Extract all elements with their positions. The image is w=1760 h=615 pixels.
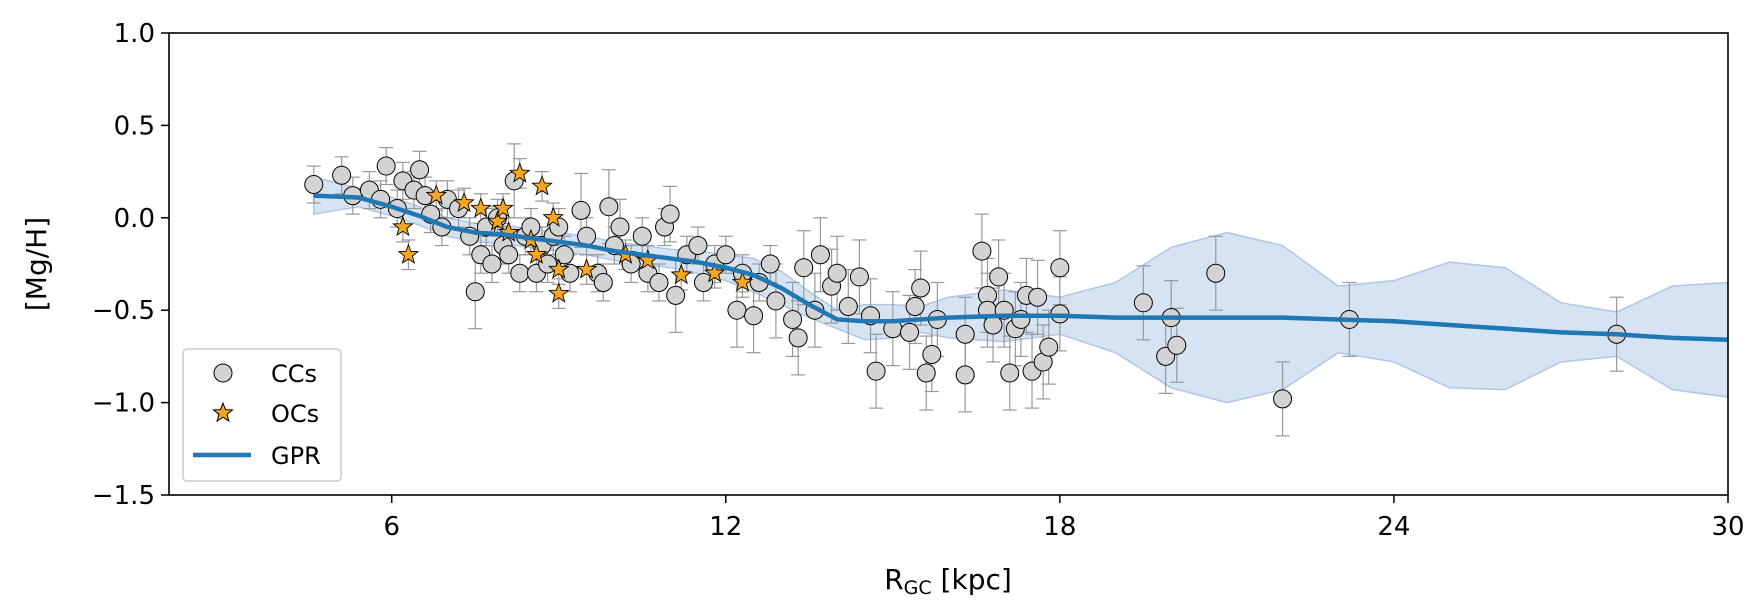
oc-point — [548, 258, 570, 279]
gpr-line-layer — [313, 193, 1728, 343]
cc-point — [905, 297, 925, 317]
cc-point — [332, 165, 352, 185]
cc-point — [727, 300, 747, 320]
y-tick-label: 0.0 — [114, 204, 155, 234]
oc-point — [492, 197, 514, 218]
cc-point — [827, 263, 847, 283]
cc-point — [632, 226, 652, 246]
y-tick-label: 0.5 — [114, 111, 155, 141]
cc-point — [766, 291, 786, 311]
x-axis-ticks: 6 12 18 24 30 — [383, 495, 1745, 542]
oc-point — [703, 261, 726, 283]
cc-point — [916, 363, 936, 383]
cc-point — [972, 241, 992, 261]
cc-point — [849, 267, 869, 287]
cc-point — [694, 272, 714, 292]
cc-point — [649, 272, 669, 292]
gpr-line — [313, 193, 1728, 343]
legend: CCs OCs GPR — [182, 348, 342, 482]
cc-point — [376, 156, 396, 176]
cc-point — [794, 258, 814, 278]
legend-oc-marker — [212, 401, 234, 423]
cc-point — [610, 217, 630, 237]
cc-point — [760, 254, 780, 274]
oc-point — [470, 197, 492, 218]
cc-point — [810, 245, 830, 265]
cc-point — [1206, 263, 1226, 283]
cc-point — [1133, 293, 1153, 313]
cc-point — [482, 254, 502, 274]
oc-point — [575, 258, 598, 279]
legend-gpr-label: GPR — [271, 442, 321, 470]
cc-point — [510, 263, 530, 283]
cc-point — [955, 365, 975, 385]
y-axis-ticks: 1.0 0.5 0.0 −0.5 −1.0 −1.5 — [92, 19, 169, 511]
cc-point — [1039, 337, 1059, 357]
x-axis-label: RGC [kpc] — [884, 563, 1012, 599]
y-tick-label: −0.5 — [92, 296, 155, 326]
cc-point — [744, 306, 764, 326]
cc-point — [866, 361, 886, 381]
x-tick-label: 12 — [709, 512, 742, 542]
oc-point — [453, 191, 475, 213]
cc-point — [688, 236, 708, 256]
cc-point — [599, 197, 619, 217]
y-tick-label: 1.0 — [114, 19, 155, 49]
cc-point — [788, 328, 808, 348]
y-axis-label: [Mg/H] — [20, 217, 53, 311]
cc-point — [571, 200, 591, 220]
oc-point — [548, 282, 570, 303]
cc-point — [1000, 363, 1020, 383]
cc-point — [989, 267, 1009, 287]
cc-point — [783, 309, 803, 329]
cc-point — [716, 245, 736, 265]
cc-point — [1167, 335, 1187, 355]
cc-point — [838, 297, 858, 317]
legend-cc-label: CCs — [271, 360, 317, 388]
cc-point — [465, 282, 485, 302]
oc-point — [542, 206, 564, 227]
cc-point — [554, 245, 574, 265]
legend-oc-label: OCs — [271, 400, 319, 428]
cc-point — [922, 345, 942, 365]
y-tick-label: −1.5 — [92, 481, 155, 511]
x-tick-label: 24 — [1377, 512, 1410, 542]
x-tick-label: 18 — [1043, 512, 1076, 542]
cc-point — [660, 204, 680, 224]
legend-cc-marker — [213, 363, 233, 383]
cc-point — [955, 324, 975, 344]
cc-point — [593, 272, 613, 292]
cc-point — [1050, 258, 1070, 278]
plot-frame — [168, 32, 1729, 496]
oc-point — [392, 215, 414, 237]
cc-point — [499, 245, 519, 265]
oc-point — [397, 243, 420, 264]
oc-point — [670, 263, 692, 285]
cc-point — [1011, 309, 1031, 329]
oc-point — [425, 184, 447, 205]
cc-point — [1028, 287, 1048, 307]
y-tick-label: −1.0 — [92, 389, 155, 419]
cc-point — [983, 315, 1003, 335]
oc-point — [509, 162, 531, 183]
oc-point — [486, 210, 509, 231]
oc-point — [531, 175, 553, 196]
oc-point — [525, 243, 548, 264]
cc-point — [666, 285, 686, 305]
cc-point — [1273, 389, 1293, 409]
x-tick-label: 30 — [1711, 512, 1744, 542]
cc-point — [304, 175, 324, 195]
cc-point — [410, 160, 430, 180]
cc-point — [911, 278, 931, 298]
cc-point — [900, 322, 920, 342]
x-tick-label: 6 — [383, 512, 400, 542]
oc-point — [731, 271, 754, 292]
